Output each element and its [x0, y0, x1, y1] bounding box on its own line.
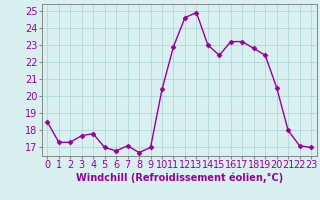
X-axis label: Windchill (Refroidissement éolien,°C): Windchill (Refroidissement éolien,°C)	[76, 173, 283, 183]
